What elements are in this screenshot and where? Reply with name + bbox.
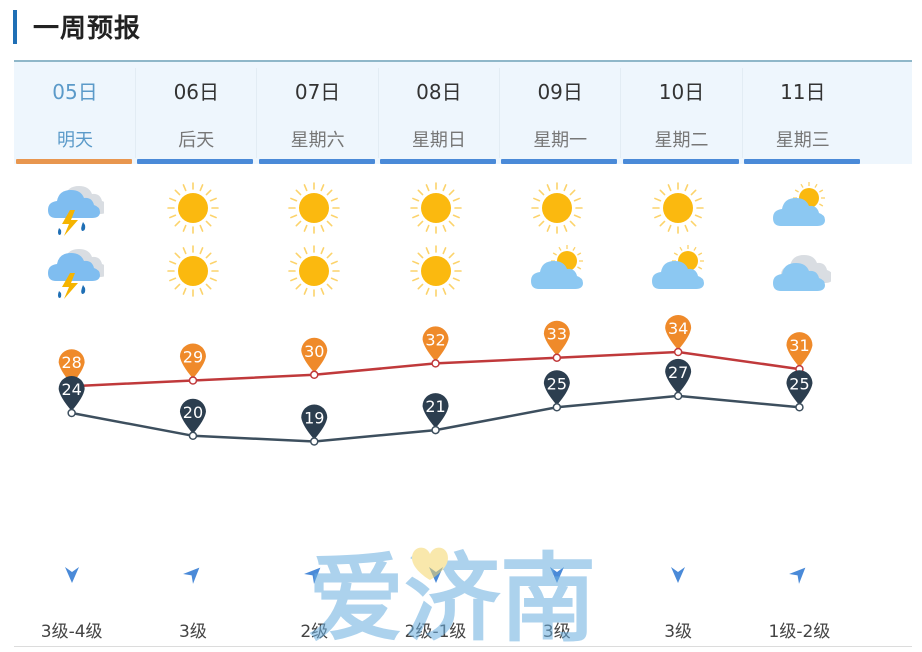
svg-text:29: 29 [183, 348, 203, 367]
wind-arrow-down-icon [545, 562, 569, 586]
tab-date: 05日 [52, 80, 98, 104]
wind-arrow-down-icon [424, 562, 448, 586]
svg-text:34: 34 [668, 319, 688, 338]
svg-text:25: 25 [547, 374, 567, 393]
wind-level-label: 3级 [179, 622, 207, 642]
partly-cloudy-icon [646, 243, 710, 299]
wind-arrow-down-icon [666, 562, 690, 586]
column-separator [498, 68, 500, 158]
wind-level-label: 3级-4级 [40, 622, 103, 642]
sunny-icon [282, 180, 346, 236]
low-temp-pin: 24 [58, 376, 85, 418]
low-temp-pin: 25 [543, 370, 570, 412]
wind-arrow-northeast-icon [787, 562, 811, 586]
tab-underline [379, 159, 496, 164]
wind-arrow-down-icon [60, 562, 84, 586]
sunny-icon [525, 180, 589, 236]
svg-text:32: 32 [425, 330, 445, 349]
tab-weekday: 星期二 [654, 130, 709, 151]
high-temp-pin: 34 [665, 315, 692, 357]
tab-weekday: 星期三 [775, 130, 830, 151]
svg-text:21: 21 [425, 397, 445, 416]
temperature-chart: 28 29 30 32 33 34 31 24 20 19 21 25 27 25 [58, 315, 813, 446]
low-temp-pin: 19 [301, 404, 328, 446]
tab-weekday: 星期一 [533, 130, 588, 151]
low-temp-pin: 27 [665, 358, 692, 401]
tab-underline [137, 159, 254, 164]
high-temp-pin: 32 [422, 326, 449, 368]
tab-date: 06日 [173, 80, 220, 104]
day-tabs: 05日 明天 06日 后天 07日 星期六 08日 星期日 09日 星期一 10日 星期二 11日 星期三 [14, 60, 912, 164]
sunny-icon [161, 243, 225, 299]
svg-text:24: 24 [61, 380, 81, 399]
bottom-divider [14, 646, 912, 647]
thunderstorm-icon [40, 180, 108, 236]
partly-cloudy-icon [767, 180, 831, 236]
wind-level-label: 1级-2级 [768, 622, 831, 642]
tab-day-4[interactable]: 09日星期一 [499, 62, 622, 164]
high-temp-pin: 28 [58, 349, 85, 391]
sunny-icon [282, 243, 346, 299]
column-separator [620, 68, 622, 158]
tab-underline [743, 159, 860, 164]
column-separator [741, 68, 743, 158]
high-temp-pin: 29 [179, 343, 206, 385]
wind-arrow-northeast-icon [302, 562, 326, 586]
tab-underline [16, 159, 132, 164]
svg-text:31: 31 [789, 336, 809, 355]
title-accent-bar [13, 10, 17, 44]
high-temp-pin: 30 [301, 337, 328, 380]
tab-date: 08日 [416, 80, 462, 104]
wind-level-label: 3级 [664, 622, 693, 642]
low-temp-pin: 21 [422, 393, 449, 435]
tab-weekday: 明天 [57, 130, 93, 151]
column-separator [256, 68, 258, 158]
tab-day-2[interactable]: 07日星期六 [257, 62, 379, 164]
tab-day-3[interactable]: 08日星期日 [378, 62, 500, 164]
tab-underline [501, 159, 618, 164]
tab-day-5[interactable]: 10日星期二 [621, 62, 743, 164]
svg-text:25: 25 [789, 374, 809, 393]
svg-text:27: 27 [668, 363, 688, 382]
wind-level-label: 2级 [300, 622, 329, 642]
low-temp-pin: 20 [179, 398, 206, 441]
tab-date: 11日 [780, 80, 826, 104]
tab-date: 09日 [537, 80, 583, 104]
wind-arrow-northeast-icon [181, 562, 205, 586]
tab-weekday: 后天 [178, 130, 215, 151]
sunny-icon [646, 180, 710, 236]
high-temp-pin: 31 [786, 332, 813, 374]
high-temp-pin: 33 [543, 320, 570, 362]
tab-date: 10日 [658, 80, 705, 104]
thunderstorm-icon [40, 243, 108, 299]
wind-level-label: 2级-1级 [404, 622, 467, 642]
tab-day-0[interactable]: 05日明天 [14, 62, 136, 164]
column-separator [135, 68, 136, 158]
tab-date: 07日 [294, 80, 341, 104]
sunny-icon [404, 180, 468, 236]
tab-weekday: 星期日 [411, 130, 466, 151]
tab-weekday: 星期六 [290, 130, 345, 151]
low-temp-pin: 25 [786, 370, 813, 412]
svg-text:28: 28 [61, 353, 81, 372]
svg-text:20: 20 [183, 403, 203, 422]
sunny-icon [404, 243, 468, 299]
tab-day-6[interactable]: 11日星期三 [742, 62, 864, 164]
column-separator [377, 68, 379, 158]
page-title: 一周预报 [33, 14, 142, 44]
svg-text:19: 19 [304, 409, 324, 428]
wind-level-label: 3级 [542, 622, 571, 642]
sunny-icon [161, 180, 225, 236]
tab-underline [258, 159, 375, 164]
tab-day-1[interactable]: 06日后天 [135, 62, 258, 164]
cloudy-icon [767, 243, 834, 299]
svg-text:33: 33 [547, 325, 567, 344]
svg-text:30: 30 [304, 342, 324, 361]
tab-underline [622, 159, 739, 164]
partly-cloudy-icon [525, 243, 589, 299]
